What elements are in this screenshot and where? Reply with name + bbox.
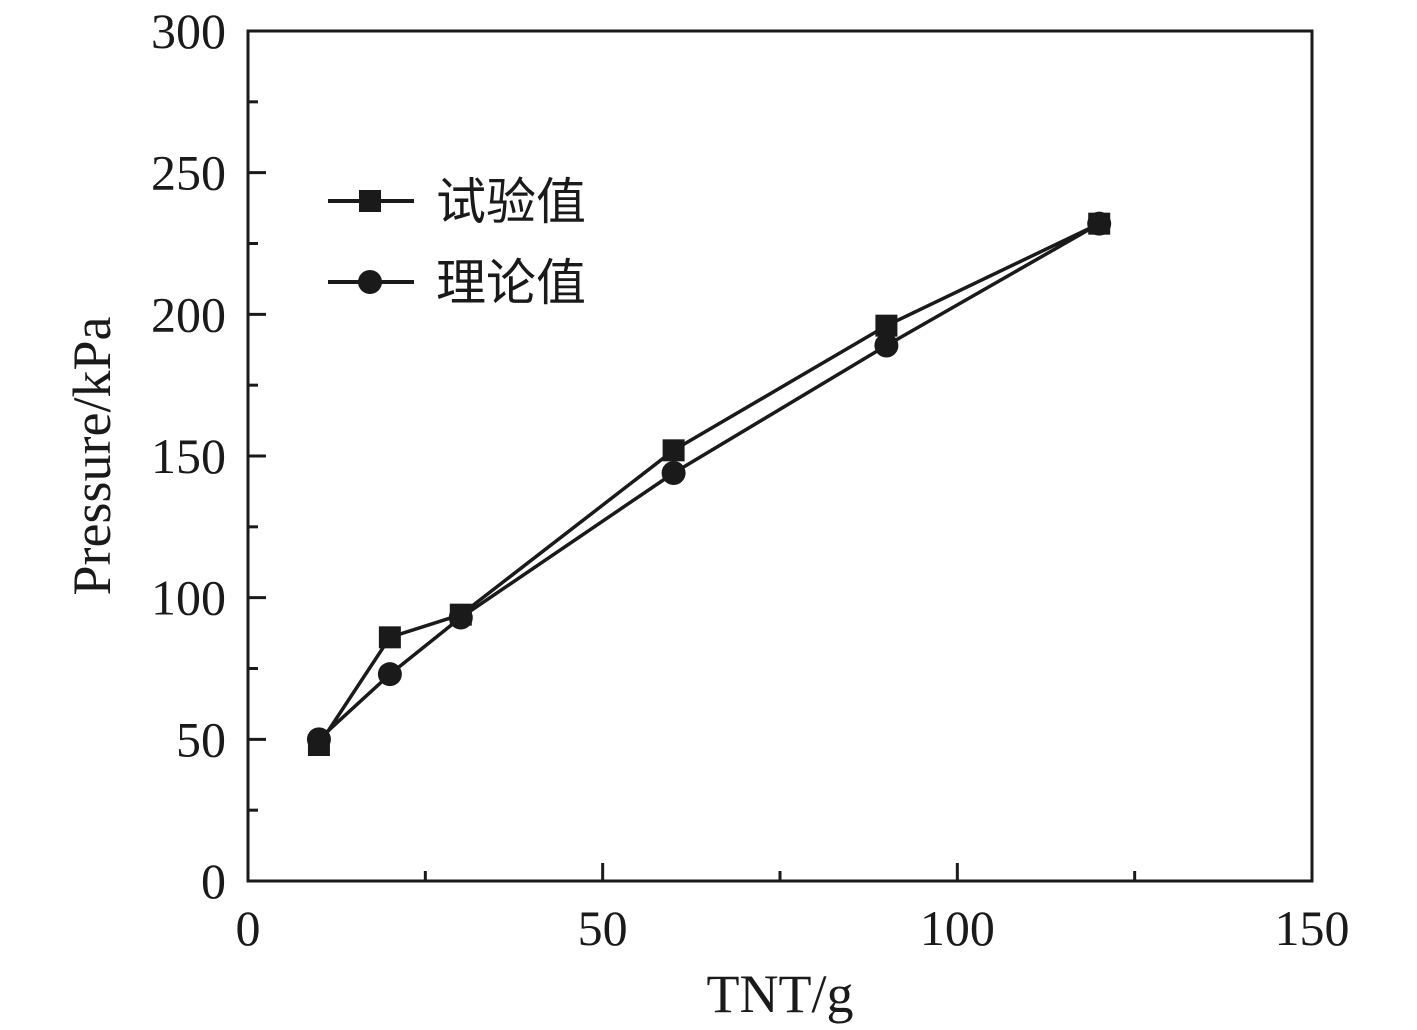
legend-label-experimental: 试验值	[436, 173, 586, 231]
y-axis-title: Pressure/kPa	[62, 316, 122, 595]
x-tick-label: 100	[920, 900, 995, 956]
y-tick-label: 50	[176, 711, 226, 767]
y-tick-label: 100	[151, 570, 226, 626]
data-point-square	[378, 626, 401, 649]
data-point-circle	[661, 461, 686, 485]
legend-marker-circle	[358, 270, 382, 294]
x-axis-title: TNT/g	[707, 964, 854, 1024]
x-tick-label: 50	[578, 900, 628, 956]
series-line-experimental	[317, 222, 1100, 746]
y-tick-label: 250	[151, 145, 226, 201]
data-point-circle	[874, 333, 899, 358]
data-point-circle	[377, 662, 402, 687]
legend-label-theoretical: 理论值	[436, 254, 586, 312]
legend-marker-square	[359, 190, 381, 212]
y-axis-ticks: 0 50 100 150 200 250 300	[151, 3, 266, 909]
x-axis-ticks: 0 50 100 150	[236, 863, 1350, 956]
y-tick-label: 0	[201, 853, 226, 909]
x-tick-label: 0	[236, 900, 261, 956]
series-layer	[306, 211, 1112, 756]
series-line-theoretical	[317, 222, 1101, 741]
y-tick-label: 300	[151, 3, 226, 59]
data-point-circle	[306, 727, 331, 752]
y-tick-label: 200	[151, 286, 226, 342]
data-point-square	[875, 314, 898, 337]
legend: 试验值 理论值	[328, 173, 586, 312]
x-tick-label: 150	[1275, 900, 1350, 956]
data-point-square	[662, 439, 685, 462]
data-point-circle	[448, 605, 473, 630]
data-point-circle	[1087, 211, 1112, 236]
y-tick-label: 150	[151, 428, 226, 484]
